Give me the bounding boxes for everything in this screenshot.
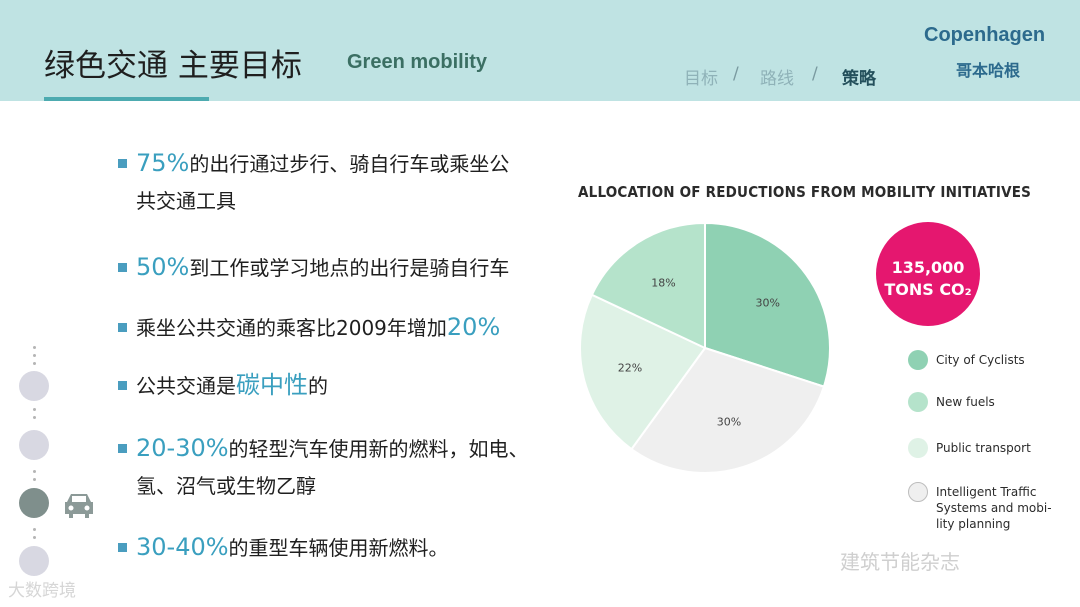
nav-item-strategy[interactable]: 策略	[842, 69, 876, 89]
bullet-item: 乘坐公共交通的乘客比2009年增加20%	[118, 309, 578, 347]
brand-name-en: Copenhagen	[924, 24, 1046, 46]
nav-separator: /	[812, 64, 818, 84]
bullet-marker	[118, 543, 127, 552]
legend-label: Public transport	[936, 441, 1031, 455]
progress-dot	[33, 354, 36, 357]
bullet-highlight: 50%	[136, 253, 190, 281]
header-bar	[0, 0, 1080, 101]
progress-dot	[33, 536, 36, 539]
progress-dot	[33, 470, 36, 473]
pie-slice-4	[590, 221, 706, 350]
bullet-marker	[118, 263, 127, 272]
progress-dot	[33, 528, 36, 531]
bullet-marker	[118, 159, 127, 168]
bullet-item: 公共交通是碳中性的	[118, 367, 578, 405]
chart-title: ALLOCATION OF REDUCTIONS FROM MOBILITY I…	[578, 183, 1032, 201]
slide-step-4[interactable]	[19, 546, 49, 576]
pie-slice-label: 18%	[651, 277, 675, 290]
pie-slice-label: 30%	[717, 416, 741, 429]
bullet-highlight: 碳中性	[236, 371, 308, 399]
bullet-marker	[118, 444, 127, 453]
bullet-text-line2: 氢、沼气或生物乙醇	[136, 474, 316, 498]
slide-step-2[interactable]	[19, 430, 49, 460]
progress-dot	[33, 362, 36, 365]
progress-dot	[33, 408, 36, 411]
slide-step-3-active[interactable]	[19, 488, 49, 518]
legend-swatch	[908, 392, 928, 412]
legend-label: City of Cyclists	[936, 353, 1025, 367]
watermark-wechat: 建筑节能杂志	[840, 550, 960, 574]
legend-label: Intelligent Traffic Systems and mobi- li…	[936, 485, 1052, 531]
legend-swatch	[908, 350, 928, 370]
bullet-text-line2: 共交通工具	[136, 189, 236, 213]
bullet-text: 乘坐公共交通的乘客比2009年增加	[136, 316, 447, 340]
slide-step-1[interactable]	[19, 371, 49, 401]
progress-dot	[33, 346, 36, 349]
bullet-highlight: 75%	[136, 149, 190, 177]
pie-slice-label: 22%	[618, 361, 642, 374]
car-icon	[65, 494, 93, 518]
progress-dot	[33, 478, 36, 481]
pie-slice-1	[704, 221, 831, 388]
bullet-text: 的	[308, 374, 328, 398]
bullet-highlight: 20%	[446, 313, 501, 341]
bullet-text: 的轻型汽车使用新的燃料，如电、	[228, 437, 529, 461]
brand-name-cn: 哥本哈根	[956, 61, 1021, 80]
legend-swatch	[908, 482, 928, 502]
bullet-text: 的出行通过步行、骑自行车或乘坐公	[189, 152, 510, 176]
legend-swatch	[908, 438, 928, 458]
bullet-highlight: 30-40%	[136, 533, 229, 561]
bullet-highlight: 20-30%	[136, 434, 229, 462]
pie-slice-label: 30%	[755, 296, 779, 309]
pie-chart: 30% 30% 22% 18%	[579, 221, 831, 474]
bullet-item: 30-40%的重型车辆使用新燃料。	[118, 529, 578, 567]
bullet-text: 到工作或学习地点的出行是骑自行车	[189, 256, 510, 280]
bullet-text: 的重型车辆使用新燃料。	[228, 536, 449, 560]
progress-dot	[33, 416, 36, 419]
bullet-marker	[118, 323, 127, 332]
bullet-text: 公共交通是	[136, 374, 236, 398]
legend-label: New fuels	[936, 395, 995, 409]
nav-item-routes[interactable]: 路线	[760, 69, 794, 89]
watermark-corner: 大数跨境	[8, 581, 76, 601]
page-subtitle: Green mobility	[347, 51, 488, 73]
title-underline	[44, 97, 209, 101]
bullet-marker	[118, 381, 127, 390]
pie-slice-2	[630, 346, 826, 474]
nav-item-goals[interactable]: 目标	[684, 69, 718, 89]
badge-value: 135,000	[891, 258, 965, 277]
bullet-item: 50%到工作或学习地点的出行是骑自行车	[118, 249, 578, 287]
page-title: 绿色交通 主要目标	[44, 48, 302, 84]
badge-unit: TONS CO₂	[884, 280, 972, 299]
bullet-item: 20-30%的轻型汽车使用新的燃料，如电、 氢、沼气或生物乙醇	[118, 430, 578, 505]
bullet-item: 75%的出行通过步行、骑自行车或乘坐公 共交通工具	[118, 145, 578, 220]
total-reduction-badge: 135,000 TONS CO₂	[876, 222, 980, 326]
nav-separator: /	[733, 64, 739, 84]
